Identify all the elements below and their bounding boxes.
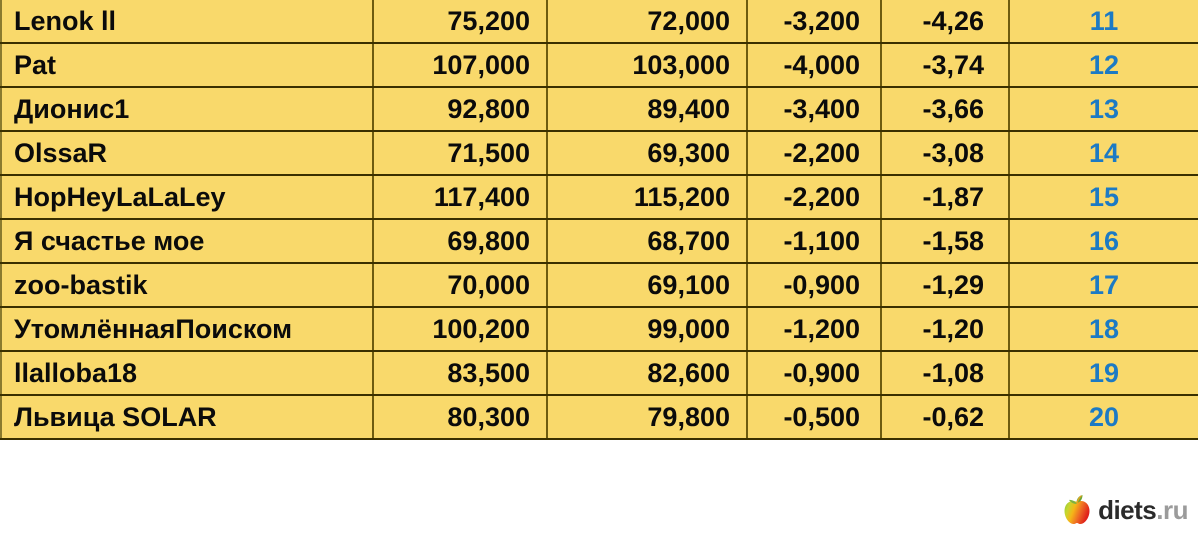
cell-diff-kg: -2,200 xyxy=(746,130,882,176)
cell-weight-current: 115,200 xyxy=(546,174,748,220)
cell-diff-kg: -4,000 xyxy=(746,42,882,88)
cell-diff-percent: -3,74 xyxy=(880,42,1010,88)
cell-user-name: УтомлённаяПоиском xyxy=(0,306,374,352)
cell-rank: 11 xyxy=(1008,0,1198,44)
cell-weight-start: 71,500 xyxy=(372,130,548,176)
table-row: zoo-bastik 70,000 69,100 -0,900 -1,29 17 xyxy=(0,262,1198,308)
cell-user-name: Дионис1 xyxy=(0,86,374,132)
cell-diff-percent: -4,26 xyxy=(880,0,1010,44)
cell-weight-start: 80,300 xyxy=(372,394,548,440)
cell-diff-kg: -0,500 xyxy=(746,394,882,440)
cell-diff-kg: -3,200 xyxy=(746,0,882,44)
cell-weight-start: 75,200 xyxy=(372,0,548,44)
cell-user-name: zoo-bastik xyxy=(0,262,374,308)
ranking-table-container: Lenok ll 75,200 72,000 -3,200 -4,26 11 Pat 107,… xyxy=(0,0,1198,440)
cell-weight-current: 69,100 xyxy=(546,262,748,308)
cell-weight-current: 99,000 xyxy=(546,306,748,352)
cell-user-name: Lenok ll xyxy=(0,0,374,44)
table-row: УтомлённаяПоиском 100,200 99,000 -1,200 -1,2… xyxy=(0,306,1198,352)
cell-weight-current: 68,700 xyxy=(546,218,748,264)
cell-diff-kg: -0,900 xyxy=(746,350,882,396)
brand-tld: .ru xyxy=(1156,495,1188,525)
table-row: Pat 107,000 103,000 -4,000 -3,74 12 xyxy=(0,42,1198,88)
table-row: Львица SOLAR 80,300 79,800 -0,500 -0,62 20 xyxy=(0,394,1198,440)
cell-diff-kg: -1,100 xyxy=(746,218,882,264)
cell-diff-percent: -1,29 xyxy=(880,262,1010,308)
site-watermark: diets .ru xyxy=(1063,495,1188,525)
cell-weight-start: 69,800 xyxy=(372,218,548,264)
brand-name: diets xyxy=(1098,495,1157,525)
cell-weight-current: 82,600 xyxy=(546,350,748,396)
cell-rank: 12 xyxy=(1008,42,1198,88)
brand-text: diets .ru xyxy=(1098,497,1188,523)
cell-weight-start: 107,000 xyxy=(372,42,548,88)
cell-diff-kg: -2,200 xyxy=(746,174,882,220)
apple-icon xyxy=(1063,495,1091,525)
table-row: Lenok ll 75,200 72,000 -3,200 -4,26 11 xyxy=(0,0,1198,44)
table-row: HopHeyLaLaLey 117,400 115,200 -2,200 -1,87 15 xyxy=(0,174,1198,220)
cell-user-name: Pat xyxy=(0,42,374,88)
cell-diff-kg: -3,400 xyxy=(746,86,882,132)
cell-rank: 16 xyxy=(1008,218,1198,264)
cell-rank: 13 xyxy=(1008,86,1198,132)
cell-user-name: HopHeyLaLaLey xyxy=(0,174,374,220)
cell-weight-current: 79,800 xyxy=(546,394,748,440)
cell-diff-percent: -1,08 xyxy=(880,350,1010,396)
cell-diff-percent: -3,66 xyxy=(880,86,1010,132)
cell-weight-start: 70,000 xyxy=(372,262,548,308)
cell-diff-percent: -1,58 xyxy=(880,218,1010,264)
cell-diff-percent: -1,87 xyxy=(880,174,1010,220)
cell-rank: 19 xyxy=(1008,350,1198,396)
table-row: llalloba18 83,500 82,600 -0,900 -1,08 19 xyxy=(0,350,1198,396)
cell-rank: 14 xyxy=(1008,130,1198,176)
cell-diff-kg: -1,200 xyxy=(746,306,882,352)
cell-rank: 17 xyxy=(1008,262,1198,308)
cell-weight-current: 89,400 xyxy=(546,86,748,132)
cell-weight-current: 103,000 xyxy=(546,42,748,88)
cell-weight-current: 69,300 xyxy=(546,130,748,176)
cell-user-name: Львица SOLAR xyxy=(0,394,374,440)
cell-user-name: OlssaR xyxy=(0,130,374,176)
cell-diff-percent: -3,08 xyxy=(880,130,1010,176)
cell-rank: 18 xyxy=(1008,306,1198,352)
cell-rank: 20 xyxy=(1008,394,1198,440)
cell-rank: 15 xyxy=(1008,174,1198,220)
table-row: Дионис1 92,800 89,400 -3,400 -3,66 13 xyxy=(0,86,1198,132)
table-row: OlssaR 71,500 69,300 -2,200 -3,08 14 xyxy=(0,130,1198,176)
cell-diff-percent: -1,20 xyxy=(880,306,1010,352)
cell-weight-start: 92,800 xyxy=(372,86,548,132)
cell-user-name: llalloba18 xyxy=(0,350,374,396)
ranking-table: Lenok ll 75,200 72,000 -3,200 -4,26 11 Pat 107,… xyxy=(0,0,1198,440)
cell-weight-start: 100,200 xyxy=(372,306,548,352)
cell-user-name: Я счастье мое xyxy=(0,218,374,264)
cell-weight-start: 117,400 xyxy=(372,174,548,220)
cell-diff-kg: -0,900 xyxy=(746,262,882,308)
cell-diff-percent: -0,62 xyxy=(880,394,1010,440)
cell-weight-start: 83,500 xyxy=(372,350,548,396)
cell-weight-current: 72,000 xyxy=(546,0,748,44)
table-row: Я счастье мое 69,800 68,700 -1,100 -1,58 16 xyxy=(0,218,1198,264)
